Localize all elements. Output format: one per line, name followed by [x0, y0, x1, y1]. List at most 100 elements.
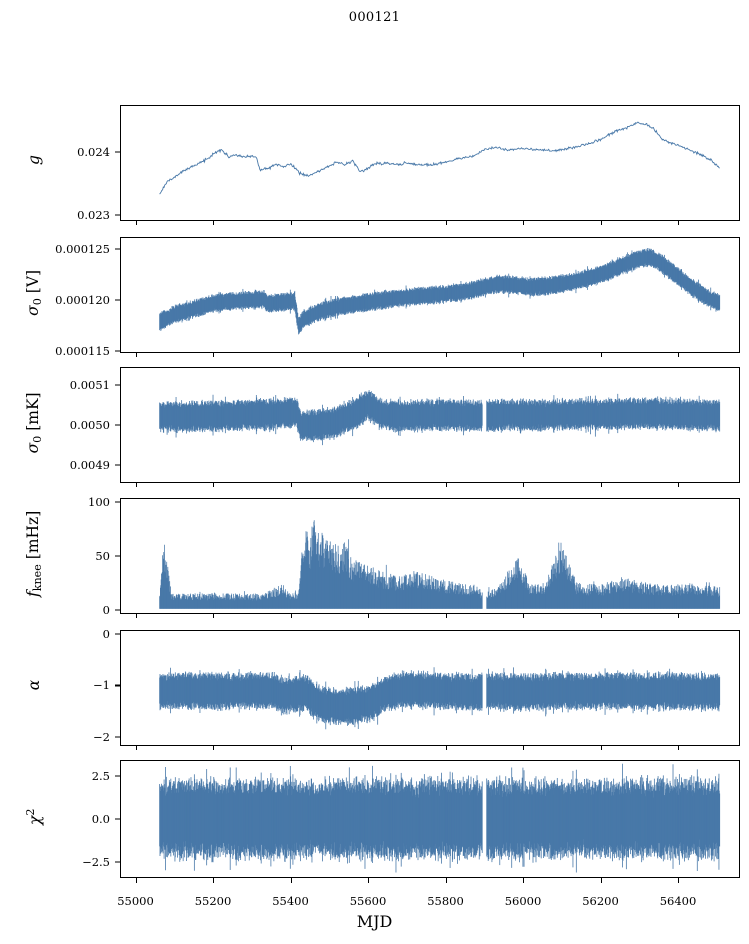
plot-panel-fknee: [120, 498, 740, 614]
x-tick-mark-minor: [600, 746, 602, 750]
x-tick-mark-minor: [368, 221, 370, 225]
x-tick-mark: [600, 878, 602, 883]
series-alpha: [159, 667, 721, 730]
x-tick-mark-minor: [290, 614, 292, 618]
y-tick-mark: [115, 384, 120, 386]
y-tick-label-fknee: 0: [102, 602, 110, 617]
x-tick-mark-minor: [678, 614, 680, 618]
y-axis-label-alpha: α: [25, 679, 43, 691]
x-tick-mark-minor: [368, 746, 370, 750]
figure-title: 000121: [348, 10, 401, 25]
x-tick-mark-minor: [678, 353, 680, 357]
x-tick-mark-minor: [523, 483, 525, 487]
x-tick-label: 55600: [349, 894, 387, 908]
y-tick-mark: [115, 775, 120, 777]
y-tick-mark: [115, 684, 120, 687]
y-tick-mark: [115, 248, 120, 250]
x-tick-mark-minor: [600, 221, 602, 225]
x-tick-mark-minor: [368, 614, 370, 618]
plot-panel-sigma0-mk: [120, 367, 740, 483]
data-line: [159, 121, 720, 195]
x-tick-mark-minor: [523, 614, 525, 618]
y-tick-mark: [115, 350, 120, 352]
x-tick-mark-minor: [445, 221, 447, 225]
y-tick-mark: [115, 214, 120, 216]
x-tick-mark: [523, 878, 525, 883]
x-tick-mark-minor: [213, 353, 215, 357]
y-tick-mark: [115, 861, 120, 863]
x-tick-label: 55200: [194, 894, 232, 908]
series-sigma0-volts: [159, 247, 721, 335]
x-tick-mark: [368, 878, 370, 883]
y-tick-mark: [115, 818, 120, 820]
x-tick-mark-minor: [600, 483, 602, 487]
x-tick-mark-minor: [213, 221, 215, 225]
x-tick-mark-minor: [290, 221, 292, 225]
x-tick-mark-minor: [523, 746, 525, 750]
y-tick-mark: [115, 736, 120, 738]
x-tick-mark-minor: [523, 353, 525, 357]
x-tick-mark-minor: [445, 483, 447, 487]
y-tick-label-sigma0-volts: 0.000120: [55, 293, 110, 308]
x-tick-mark-minor: [290, 483, 292, 487]
y-tick-label-sigma0-mk: 0.0049: [69, 458, 110, 472]
data-band: [159, 763, 721, 873]
x-tick-mark-minor: [213, 746, 215, 750]
data-band: [159, 247, 721, 335]
x-tick-mark-minor: [290, 746, 292, 750]
y-axis-label-fknee: fknee [mHz]: [24, 510, 44, 598]
x-tick-label: 56400: [659, 894, 697, 908]
y-tick-label-alpha: −1: [93, 678, 110, 693]
x-tick-mark-minor: [445, 353, 447, 357]
x-tick-mark-minor: [213, 483, 215, 487]
y-tick-label-gain: 0.023: [77, 207, 110, 222]
y-tick-label-sigma0-volts: 0.000125: [55, 242, 110, 257]
y-axis-label-sigma0-mk: σ0 [mK]: [24, 392, 44, 454]
x-tick-mark-minor: [135, 221, 137, 225]
y-tick-mark: [115, 151, 120, 153]
data-band: [159, 667, 721, 730]
y-tick-label-fknee: 100: [88, 495, 110, 510]
y-axis-label-gain: g: [25, 155, 43, 165]
x-tick-mark-minor: [290, 353, 292, 357]
x-tick-mark-minor: [368, 483, 370, 487]
x-tick-mark-minor: [135, 614, 137, 618]
y-tick-label-chi2: −2.5: [82, 854, 110, 869]
x-tick-mark-minor: [213, 614, 215, 618]
y-tick-label-gain: 0.024: [77, 145, 110, 160]
series-gain: [159, 121, 720, 195]
y-tick-mark: [115, 299, 120, 301]
y-tick-label-chi2: 2.5: [91, 769, 110, 784]
x-tick-mark-minor: [600, 353, 602, 357]
y-axis-label-sigma0-volts: σ0 [V]: [24, 269, 44, 316]
x-tick-label: 56200: [582, 894, 619, 908]
x-tick-label: 56000: [504, 894, 542, 908]
plot-panel-alpha: [120, 630, 740, 746]
y-tick-mark: [115, 464, 120, 466]
y-tick-mark: [115, 633, 120, 635]
x-tick-mark: [290, 878, 292, 883]
series-chi2: [159, 763, 721, 873]
y-tick-mark: [115, 555, 120, 557]
y-tick-label-fknee: 50: [95, 549, 110, 563]
x-tick-mark: [445, 878, 447, 883]
x-tick-mark-minor: [678, 746, 680, 750]
x-tick-mark-minor: [135, 746, 137, 750]
y-tick-label-sigma0-mk: 0.0050: [69, 418, 110, 432]
series-fknee: [159, 520, 721, 609]
data-band: [159, 390, 721, 446]
data-band: [159, 520, 721, 609]
x-tick-mark: [213, 878, 215, 883]
y-tick-label-alpha: 0: [102, 627, 110, 642]
plot-panel-chi2: [120, 760, 740, 878]
y-tick-mark: [115, 609, 120, 611]
x-tick-mark-minor: [678, 483, 680, 487]
y-tick-mark: [115, 501, 120, 503]
plot-panel-gain: [120, 105, 740, 221]
y-tick-label-alpha: −2: [93, 729, 110, 744]
x-tick-mark: [135, 878, 137, 883]
x-tick-mark-minor: [445, 614, 447, 618]
x-tick-mark-minor: [368, 353, 370, 357]
x-tick-label: 55000: [117, 894, 154, 908]
